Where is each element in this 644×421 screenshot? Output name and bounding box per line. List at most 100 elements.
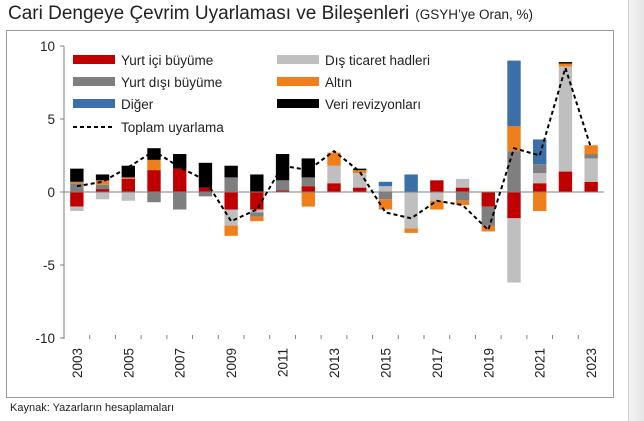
bar-segment (70, 192, 84, 207)
bar-segment (327, 152, 341, 166)
x-tick-label: 2011 (276, 348, 291, 377)
bar-segment (301, 192, 315, 207)
bar-segment (378, 186, 393, 192)
legend-swatch (277, 77, 319, 86)
x-tick-label: 2021 (533, 348, 548, 378)
bar-segment (507, 126, 521, 152)
bar-segment (533, 192, 547, 211)
legend-label: Toplam uyarlama (121, 120, 224, 135)
bar-segment (404, 192, 418, 229)
bar-segment (250, 212, 264, 217)
bar-segment (430, 200, 444, 210)
bar-segment (584, 158, 598, 182)
bar-segment (301, 177, 315, 187)
bar-segment (198, 187, 213, 192)
bar-segment (70, 168, 84, 182)
legend-label: Diğer (121, 97, 154, 112)
bar-segment (558, 63, 573, 67)
bar-segment (430, 180, 444, 192)
x-tick-label: 2023 (584, 348, 599, 378)
x-tick-label: 2007 (173, 348, 188, 378)
y-tick-label: 10 (40, 39, 55, 54)
bar-segment (198, 192, 213, 197)
bar-segment (95, 192, 110, 200)
bar-segment (95, 174, 110, 181)
chart-title: Cari Dengeye Çevrim Uyarlaması ve Bileşe… (8, 3, 410, 24)
bar-segment (353, 170, 367, 174)
window-right-edge (628, 0, 644, 421)
bar-segment (301, 158, 315, 178)
bar-segment (533, 183, 547, 192)
x-tick-label: 2005 (121, 348, 136, 378)
bar-segment (558, 171, 573, 192)
bar-segment (481, 192, 495, 207)
bar-segment (224, 165, 238, 178)
source-note: Kaynak: Yazarların hesaplamaları (10, 402, 175, 414)
legend-label: Veri revizyonları (325, 97, 421, 112)
legend-swatch (73, 99, 115, 108)
x-tick-label: 2009 (224, 348, 239, 378)
bar-segment (70, 183, 84, 192)
bar-segment (121, 165, 135, 178)
bar-segment (301, 186, 315, 192)
bar-segment (481, 206, 495, 226)
bar-segment (121, 192, 135, 201)
bar-segment (353, 173, 367, 188)
bar-segment (70, 181, 84, 184)
bar-segment (455, 187, 470, 192)
legend-label: Dış ticaret hadleri (325, 53, 430, 68)
bar-segment (558, 62, 573, 64)
chart-frame: 10 5 0 -5 -10 2003 2005 2007 2009 2011 2013 2015 201… (6, 30, 614, 398)
y-tick-label: -5 (43, 258, 55, 273)
bar-segment (250, 216, 264, 222)
bar-segment (507, 218, 521, 283)
bar-segment (353, 168, 367, 171)
bar-segment (327, 183, 341, 192)
bar-segment (173, 168, 187, 192)
bar-segment (533, 164, 547, 174)
bar-segment (224, 209, 238, 226)
bar-segment (378, 199, 393, 210)
bar-segment (95, 189, 110, 192)
bar-segment (533, 173, 547, 184)
bar-segment (198, 162, 213, 188)
bar-segment (507, 60, 521, 127)
bar-segment (224, 225, 238, 236)
bar-segment (121, 177, 135, 179)
bar-segment (455, 192, 470, 201)
legend-label: Yurt dışı büyüme (121, 75, 222, 90)
bar-segment (224, 177, 238, 192)
bar-segment (275, 154, 290, 181)
legend-swatch (277, 99, 319, 108)
bar-segment (455, 178, 470, 188)
legend-swatch (277, 55, 319, 64)
bar-segment (121, 178, 135, 192)
bar-segment (533, 139, 547, 165)
legend-swatch (73, 55, 115, 64)
x-tick-label: 2003 (70, 348, 85, 378)
bar-segment (558, 66, 573, 172)
stacked-bar-chart: 10 5 0 -5 -10 2003 2005 2007 2009 2011 2013 2015 201… (35, 39, 604, 378)
legend-label: Altın (325, 75, 352, 90)
x-tick-label: 2017 (430, 348, 445, 378)
bar-segment (275, 180, 290, 191)
bar-segment (327, 165, 341, 184)
y-tick-label: 0 (47, 185, 55, 200)
bar-segment (584, 181, 598, 192)
x-tick-label: 2015 (378, 348, 393, 378)
bar-segment (430, 192, 444, 201)
bar-segment (584, 145, 598, 155)
bar-segment (70, 206, 84, 211)
bar-segment (250, 209, 264, 213)
x-tick-label: 2013 (327, 348, 342, 378)
bar-segment (507, 151, 521, 192)
bar-segment (275, 190, 290, 192)
bar-segment (173, 192, 187, 210)
bar-segment (224, 192, 238, 210)
chart-title-row: Cari Dengeye Çevrim Uyarlaması ve Bileşe… (8, 3, 636, 33)
bar-segment (250, 174, 264, 192)
chart-subtitle: (GSYH’ye Oran, %) (415, 7, 534, 22)
bar-segment (378, 192, 393, 200)
bar-segment (147, 192, 161, 203)
legend-swatch (73, 77, 115, 86)
